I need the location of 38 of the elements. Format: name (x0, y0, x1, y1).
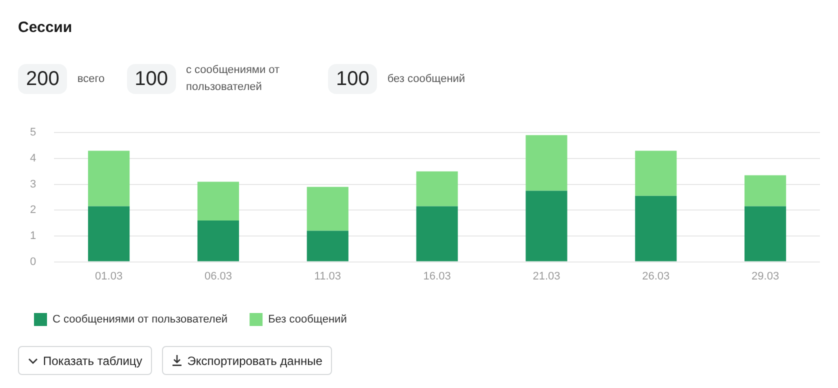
bar (416, 171, 458, 206)
bar (197, 182, 240, 220)
text: всего (77, 72, 105, 86)
bar (526, 135, 568, 191)
text: Экспортировать данные (187, 354, 322, 368)
text: 100 (126, 64, 176, 94)
bar (744, 206, 786, 262)
x-tick-label: 21.03 (532, 270, 560, 282)
bar (306, 186, 348, 231)
bar (744, 175, 786, 206)
x-tick-label: 26.03 (642, 270, 670, 282)
x-tick-label: 29.03 (752, 270, 780, 282)
bar (197, 220, 240, 262)
x-tick-label: 11.03 (314, 270, 342, 282)
text: без сообщений (387, 72, 466, 86)
text: 200 (18, 64, 68, 94)
x-tick-label: 01.03 (95, 270, 123, 282)
bar (416, 206, 458, 262)
legend-label: С сообщениями от пользователей (52, 314, 228, 326)
y-tick-label: 5 (30, 126, 36, 139)
y-tick-label: 4 (30, 152, 36, 164)
bar (88, 150, 130, 206)
chart-title: Сессии (18, 19, 72, 36)
bar (526, 190, 568, 262)
y-tick-label: 1 (30, 230, 36, 242)
bar (306, 230, 348, 262)
y-tick-label: 0 (30, 256, 36, 268)
text: с сообщениями от пользователей (186, 63, 281, 95)
y-tick-label: 3 (30, 178, 36, 190)
bar (88, 206, 130, 262)
bar (635, 196, 677, 262)
bar (635, 150, 677, 196)
text: 100 (328, 64, 378, 94)
text: Показать таблицу (43, 354, 142, 368)
x-tick-label: 16.03 (423, 270, 451, 282)
y-tick-label: 2 (30, 204, 36, 216)
legend-label: Без сообщений (268, 314, 347, 326)
x-tick-label: 06.03 (204, 270, 232, 282)
